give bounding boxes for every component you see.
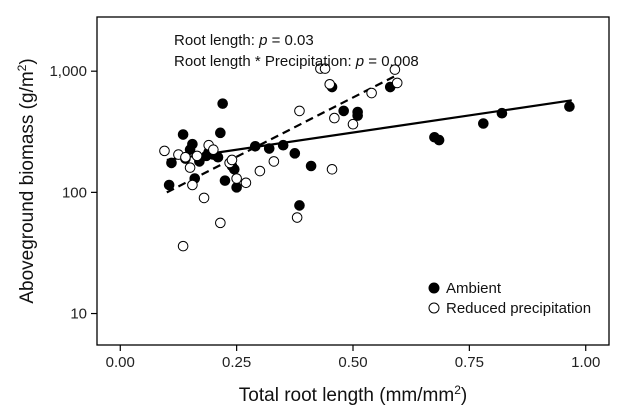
reduced-precipitation-point: [366, 87, 377, 99]
ambient-point: [352, 106, 363, 118]
ambient-point: [231, 182, 242, 193]
annotation-line-1: Root length: p = 0.03: [174, 32, 314, 49]
y-axis-title: Aboveground biomass (g/m2): [15, 58, 38, 303]
data-points: [159, 63, 575, 252]
x-tick-label: 0.75: [455, 354, 484, 371]
annotation-line-2: Root length * Precipitation: p = 0.008: [174, 53, 419, 70]
y-axis: 10 100 1,000: [49, 63, 97, 323]
ambient-point: [212, 151, 224, 163]
x-tick-label: 1.00: [571, 354, 600, 371]
legend-reduced-marker: [428, 302, 440, 314]
y-tick-label: 1,000: [49, 63, 87, 80]
reduced-precipitation-point: [240, 177, 252, 189]
legend: Ambient Reduced precipitation: [428, 280, 591, 317]
ambient-point: [277, 139, 289, 151]
ambient-point: [289, 148, 301, 159]
x-axis: 0.00 0.25 0.50 0.75 1.00: [106, 345, 600, 371]
ambient-fit-line: [166, 99, 572, 162]
reduced-precipitation-point: [184, 162, 196, 173]
ambient-point: [219, 175, 231, 186]
ambient-point: [263, 143, 275, 154]
reduced-precipitation-point: [254, 165, 266, 177]
legend-reduced-label: Reduced precipitation: [446, 300, 591, 317]
y-tick-label: 100: [62, 184, 87, 201]
reduced-precipitation-point: [208, 144, 219, 155]
reduced-precipitation-point: [291, 212, 303, 223]
ambient-point: [187, 138, 198, 150]
ambient-point: [249, 140, 261, 152]
legend-ambient-marker: [428, 282, 440, 294]
reduced-precipitation-point: [347, 118, 359, 130]
reduced-precipitation-point: [389, 64, 401, 75]
reduced-precipitation-point: [319, 63, 331, 74]
ambient-point: [217, 98, 228, 109]
ambient-point: [496, 107, 508, 119]
ambient-point: [166, 157, 177, 169]
reduced-precipitation-point: [329, 112, 340, 124]
reduced-precipitation-point: [180, 151, 191, 163]
ambient-point: [177, 129, 189, 140]
x-axis-title: Total root length (mm/mm2): [239, 383, 467, 406]
reduced-precipitation-point: [187, 179, 198, 191]
reduced-precipitation-point: [226, 154, 238, 166]
reduced-precipitation-point: [159, 145, 170, 157]
y-tick-label: 10: [70, 306, 87, 323]
legend-ambient-label: Ambient: [446, 280, 502, 297]
x-tick-label: 0.00: [106, 354, 135, 371]
reduced-precipitation-point: [268, 156, 280, 167]
reduced-precipitation-point: [191, 150, 203, 162]
ambient-point: [433, 134, 445, 146]
reduced-precipitation-point: [294, 105, 305, 117]
reduced-precipitation-point: [215, 217, 226, 229]
ambient-point: [478, 118, 489, 129]
ambient-point: [305, 160, 317, 172]
ambient-point: [564, 101, 575, 112]
reduced-precipitation-point: [391, 77, 403, 89]
reduced-precipitation-fit-line: [166, 75, 396, 194]
x-tick-label: 0.50: [338, 354, 367, 371]
reduced-precipitation-point: [326, 163, 338, 175]
x-axis-title-superscript: 2: [454, 383, 461, 397]
reduced-precipitation-point: [231, 173, 242, 184]
reduced-precipitation-point: [324, 78, 336, 90]
ambient-point: [215, 127, 226, 139]
ambient-point: [338, 105, 349, 117]
y-axis-title-superscript: 2: [15, 64, 29, 71]
reduced-precipitation-point: [177, 240, 189, 252]
x-tick-label: 0.25: [222, 354, 251, 371]
ambient-point: [163, 179, 175, 191]
ambient-point: [294, 200, 305, 211]
reduced-precipitation-point: [198, 192, 210, 204]
